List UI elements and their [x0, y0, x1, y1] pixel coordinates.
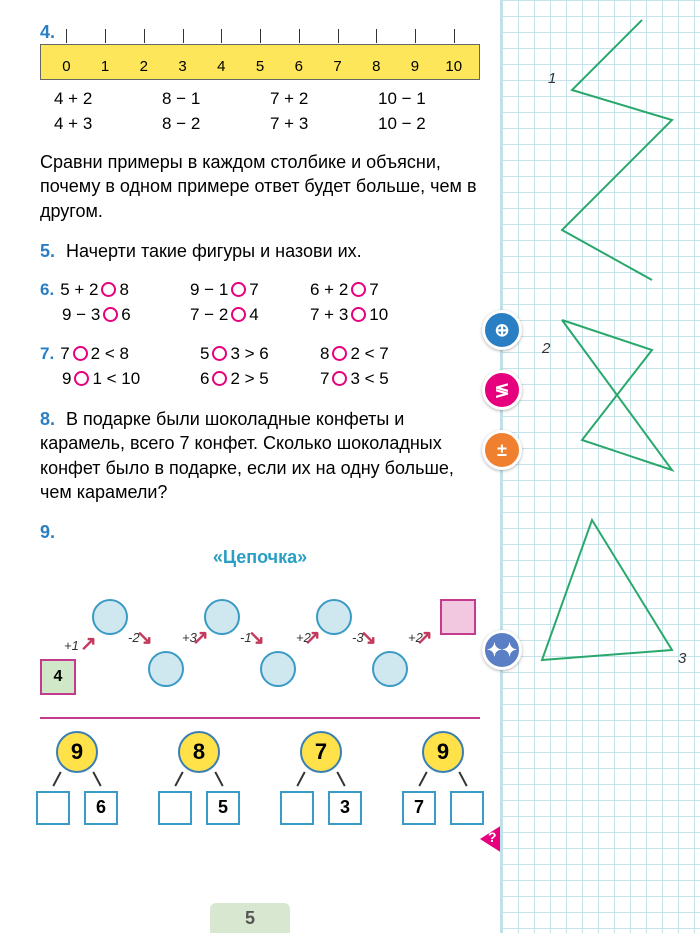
sidebar: 1 2 3 ⊕ ≶ ± ✦✦ — [500, 0, 700, 933]
exercise-9: 9. «Цепочка» 4 +1 -2 +3 -1 +2 -3 +2 ↗ — [40, 520, 480, 701]
exercise-6: 6.5 + 28 9 − 36 9 − 17 7 − 24 6 + 27 7 +… — [40, 279, 480, 327]
q4-number: 4. — [40, 22, 55, 42]
chain-end — [440, 599, 476, 635]
number-ruler: 0 1 2 3 4 5 6 7 8 9 10 — [40, 44, 480, 80]
fig2-label: 2 — [542, 340, 550, 357]
divider — [40, 717, 480, 719]
fig1-label: 1 — [548, 70, 556, 87]
chain-title: «Цепочка» — [40, 545, 480, 569]
exercise-5: 5. Начерти такие фигуры и назови их. — [40, 239, 480, 263]
figures-svg — [502, 0, 700, 933]
number-bonds: 9 6 8 5 7 3 — [40, 731, 480, 825]
chain-diagram: 4 +1 -2 +3 -1 +2 -3 +2 ↗ ↘ ↗ ↘ ↗ — [40, 581, 480, 701]
q4-text: Сравни примеры в каждом столбике и объяс… — [40, 150, 480, 223]
page-number: 5 — [210, 903, 290, 933]
exercise-7: 7.72 < 8 91 < 10 53 > 6 62 > 5 82 < 7 73… — [40, 343, 480, 391]
exercise-4: 4. 0 1 2 3 4 5 6 7 8 9 10 4 + 24 + 3 8 −… — [40, 20, 480, 223]
main-content: 4. 0 1 2 3 4 5 6 7 8 9 10 4 + 24 + 3 8 −… — [0, 0, 500, 933]
globe-icon: ⊕ — [482, 310, 522, 350]
question-marker: ? — [480, 825, 502, 853]
exercise-8: 8. В подарке были шоколадные конфеты и к… — [40, 407, 480, 504]
chain-start: 4 — [40, 659, 76, 695]
q4-columns: 4 + 24 + 3 8 − 18 − 2 7 + 27 + 3 10 − 11… — [54, 88, 480, 136]
fig3-label: 3 — [678, 650, 686, 667]
stars-icon: ✦✦ — [482, 630, 522, 670]
plusminus-icon: ± — [482, 430, 522, 470]
compare-icon: ≶ — [482, 370, 522, 410]
